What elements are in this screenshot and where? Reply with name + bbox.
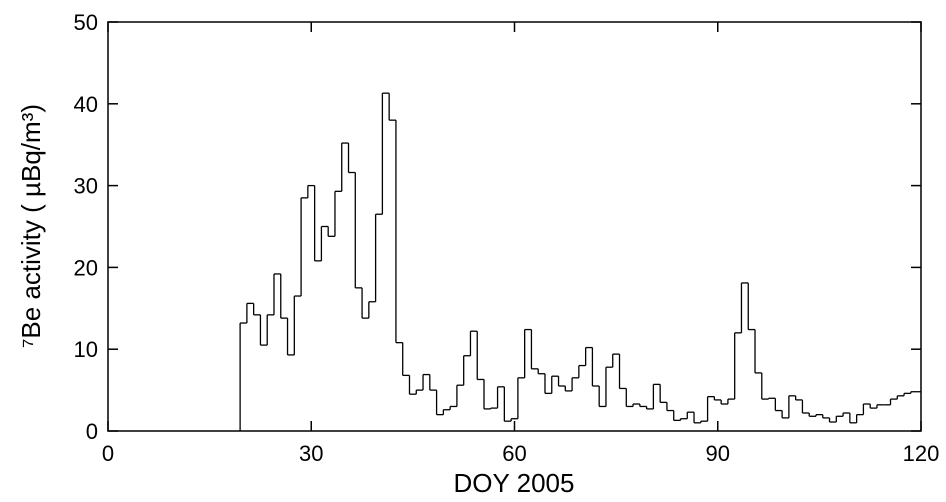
y-tick-label: 10: [74, 337, 98, 362]
x-tick-label: 30: [299, 441, 323, 466]
y-tick-label: 20: [74, 255, 98, 280]
x-tick-label: 60: [502, 441, 526, 466]
y-tick-label: 40: [74, 92, 98, 117]
plot-frame: [107, 21, 922, 432]
x-axis-label: DOY 2005: [454, 468, 575, 497]
y-tick-label: 0: [86, 419, 98, 444]
x-tick-label: 120: [903, 441, 940, 466]
y-tick-label: 30: [74, 174, 98, 199]
x-tick-label: 90: [706, 441, 730, 466]
y-axis-label: ⁷Be activity ( µBq/m³): [16, 104, 46, 348]
y-tick-label: 50: [74, 10, 98, 35]
x-tick-label: 0: [102, 441, 114, 466]
